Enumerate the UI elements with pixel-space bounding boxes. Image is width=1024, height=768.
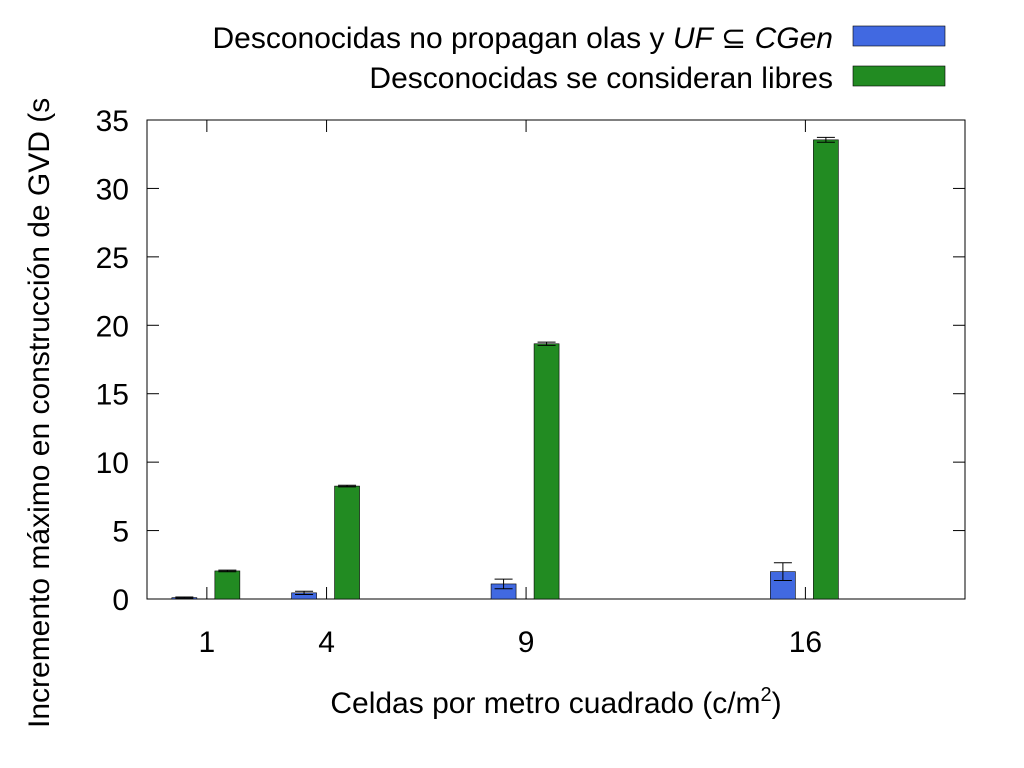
legend-series-1-text: Desconocidas no propagan olas y [213,22,673,55]
x-axis-label: Celdas por metro cuadrado (c/m2) [330,684,781,720]
bar-series-2-x-4 [334,485,360,600]
x-tick-label: 1 [199,626,216,659]
y-tick-label: 35 [96,105,129,138]
y-tick-label: 0 [112,584,129,617]
bar-series-2-x-16 [813,139,839,600]
legend: Desconocidas no propagan olas y UF ⊆ CGe… [213,22,946,95]
legend-swatch-series-1 [852,25,946,47]
y-tick-labels: 0 5 10 15 20 25 30 35 [96,105,129,617]
legend-entry-series-2-label: Desconocidas se consideran libres [369,62,833,95]
x-axis-label-main: Celdas por metro cuadrado (c/m [330,687,760,720]
x-axis-label-superscript: 2 [761,684,772,706]
y-tick-label: 30 [96,173,129,206]
x-tick-label: 4 [318,626,335,659]
legend-series-1-cgen: CGen [755,22,833,55]
x-tick-labels: 1 4 9 16 [199,626,823,659]
y-tick-label: 5 [112,516,129,549]
y-axis-label: Incremento máximo en construcción de GVD… [23,98,56,728]
legend-entry-series-1-label: Desconocidas no propagan olas y UF ⊆ CGe… [213,22,834,55]
y-tick-label: 10 [96,447,129,480]
bar-series-2-x-9 [533,343,560,600]
legend-swatch-series-2 [852,65,946,87]
y-tick-label: 15 [96,379,129,412]
y-tick-label: 25 [96,242,129,275]
error-bars [175,136,835,599]
ticks [147,119,965,600]
x-tick-label: 9 [518,626,535,659]
y-tick-label: 20 [96,310,129,343]
x-tick-label: 16 [789,626,822,659]
bar-series-2-x-1 [214,570,241,600]
legend-series-1-subseteq: ⊆ [713,22,755,55]
bars [171,139,839,600]
x-axis-label-tail: ) [772,687,782,720]
legend-series-1-uf: UF [673,22,715,55]
